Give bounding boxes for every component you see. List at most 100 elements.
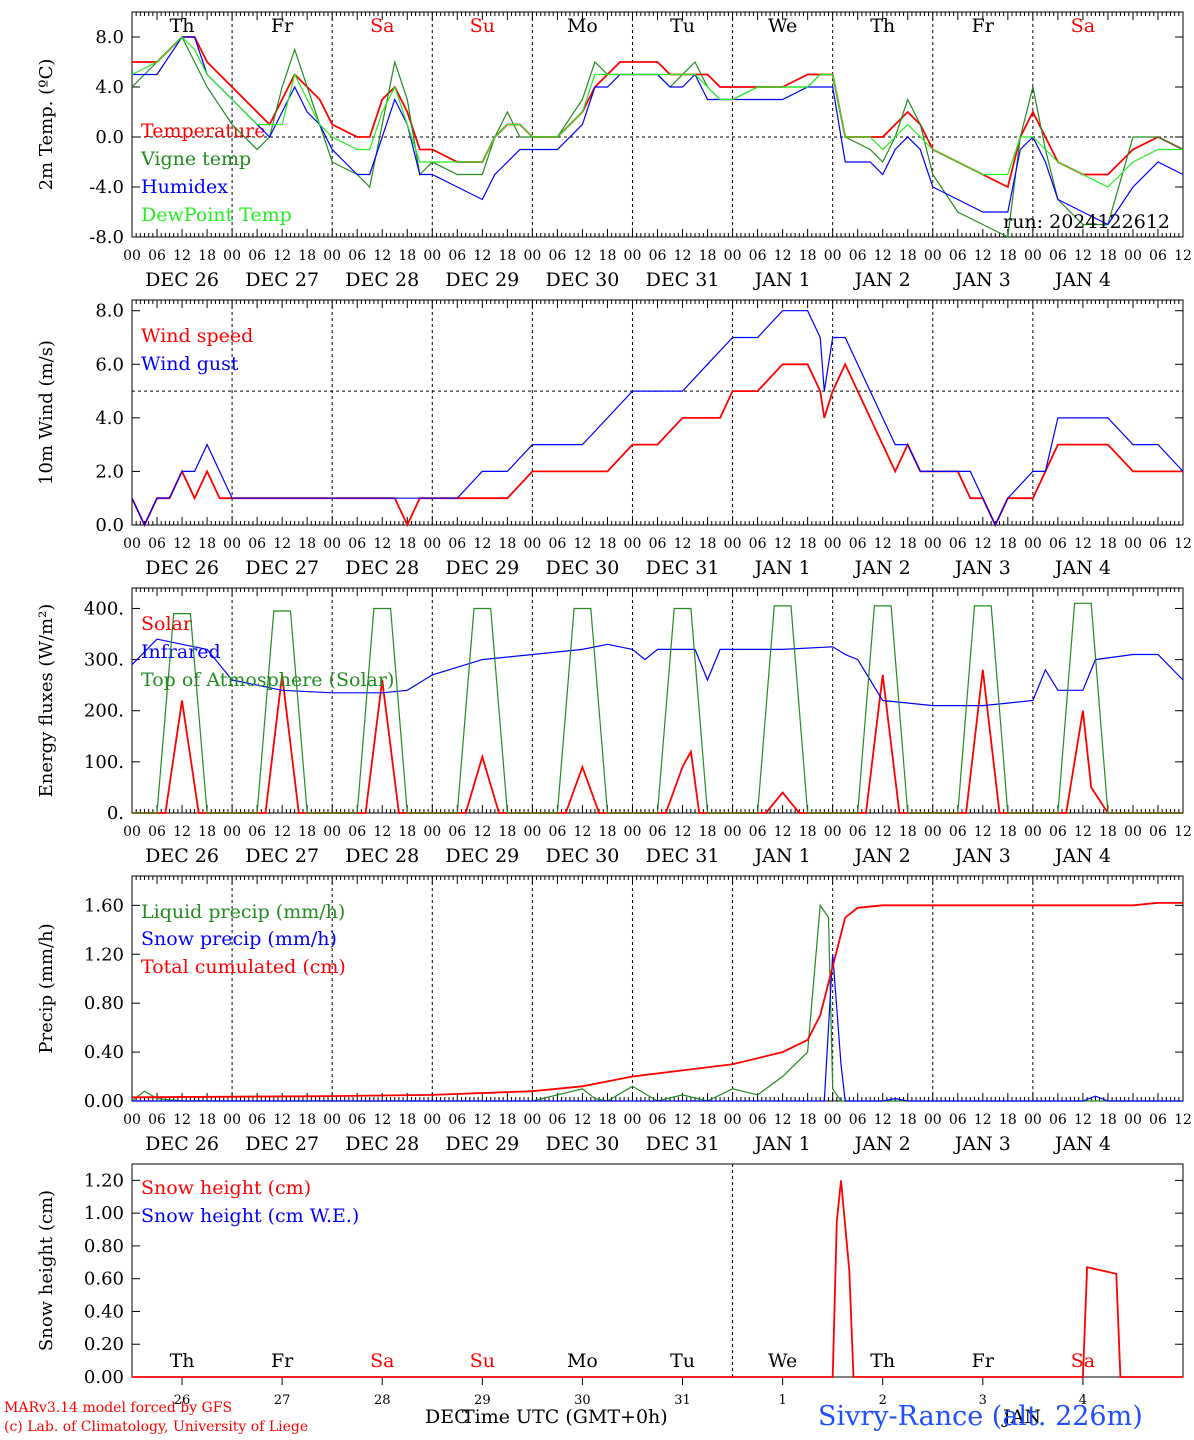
hour-tick-label: 06 (148, 1112, 166, 1128)
hour-tick-label: 12 (1074, 824, 1092, 840)
hour-tick-label: 18 (999, 824, 1017, 840)
hour-tick-label: 12 (674, 824, 692, 840)
y-axis-label: Energy fluxes (W/m²) (36, 604, 57, 798)
day-label: JAN 4 (1053, 269, 1111, 291)
hour-tick-label: 12 (574, 824, 592, 840)
hour-tick-label: 18 (198, 1112, 216, 1128)
day-label: DEC 29 (445, 1133, 519, 1155)
hour-tick-label: 12 (774, 536, 792, 552)
hour-tick-label: 18 (398, 248, 416, 264)
hour-tick-label: 00 (523, 1112, 541, 1128)
hour-tick-label: 00 (423, 824, 441, 840)
hour-tick-label: 06 (749, 248, 767, 264)
hour-tick-label: 06 (849, 1112, 867, 1128)
day-label: DEC 27 (245, 557, 319, 579)
hour-tick-label: 12 (173, 1112, 191, 1128)
hour-tick-label: 18 (699, 824, 717, 840)
y-tick-label: 4.0 (95, 77, 124, 98)
hour-tick-label: 06 (1149, 824, 1167, 840)
hour-tick-label: 06 (348, 1112, 366, 1128)
hour-tick-label: 12 (273, 536, 291, 552)
hour-tick-label: 06 (1149, 1112, 1167, 1128)
weekday-label: Fr (972, 15, 995, 37)
day-label: JAN 4 (1053, 845, 1111, 867)
hour-tick-label: 12 (974, 536, 992, 552)
y-tick-label: 1.60 (84, 895, 124, 916)
hour-tick-label: 00 (724, 1112, 742, 1128)
day-label: DEC 28 (345, 557, 419, 579)
hour-tick-label: 06 (248, 824, 266, 840)
legend-entry: Infrared (141, 641, 221, 663)
day-label: JAN 3 (953, 845, 1011, 867)
day-label: DEC 27 (245, 269, 319, 291)
series-line-red (131, 902, 1183, 1099)
weekday-label: Sa (370, 15, 394, 37)
hour-tick-label: 18 (799, 824, 817, 840)
jan-month-label: JAN (1003, 1406, 1041, 1428)
hour-tick-label: 00 (824, 824, 842, 840)
day-label: JAN 3 (953, 557, 1011, 579)
hour-tick-label: 18 (1099, 248, 1117, 264)
legend-entry: Vigne temp (140, 148, 251, 170)
y-tick-label: 300. (84, 650, 124, 671)
series-line-blue (132, 954, 1183, 1102)
hour-tick-label: 12 (1174, 1112, 1192, 1128)
y-tick-label: 0.80 (84, 1236, 124, 1257)
hour-tick-label: 06 (749, 1112, 767, 1128)
y-tick-label: 0.00 (84, 1367, 124, 1388)
weekday-label: We (768, 1350, 797, 1372)
y-tick-label: 0.40 (84, 1042, 124, 1063)
hour-tick-label: 12 (974, 1112, 992, 1128)
hour-tick-label: 12 (273, 1112, 291, 1128)
y-axis-label: 10m Wind (m/s) (36, 340, 57, 485)
hour-tick-label: 06 (649, 1112, 667, 1128)
hour-tick-label: 12 (574, 1112, 592, 1128)
hour-tick-label: 00 (1124, 1112, 1142, 1128)
hour-tick-label: 18 (498, 824, 516, 840)
day-label: DEC 29 (445, 845, 519, 867)
day-label: JAN 1 (753, 845, 811, 867)
hour-tick-label: 06 (548, 1112, 566, 1128)
series-line-blue (131, 638, 1184, 707)
day-label: JAN 4 (1053, 557, 1111, 579)
day-label: DEC 30 (545, 845, 619, 867)
hour-tick-label: 00 (724, 248, 742, 264)
panel-temp: -8.0 -4.0 0.0 4.0 8.0 2m Temp. (ºC) Temperatur… (36, 11, 1192, 291)
y-tick-label: 1.00 (84, 1203, 124, 1224)
hour-tick-label: 18 (699, 536, 717, 552)
hour-tick-label: 18 (599, 248, 617, 264)
panel-snow: 0.00 0.20 0.40 0.60 0.80 1.00 1.20 Snow height … (36, 1163, 1184, 1408)
day-label: DEC 31 (646, 1133, 720, 1155)
legend-entry: Snow height (cm W.E.) (141, 1205, 359, 1227)
weekday-label: Fr (972, 1350, 995, 1372)
hour-tick-label: 00 (223, 536, 241, 552)
hour-tick-label: 12 (1074, 248, 1092, 264)
hour-tick-label: 00 (123, 536, 141, 552)
hour-tick-label: 18 (498, 536, 516, 552)
hour-tick-label: 00 (624, 536, 642, 552)
day-label: JAN 2 (853, 1133, 911, 1155)
hour-tick-label: 18 (999, 1112, 1017, 1128)
hour-tick-label: 18 (298, 824, 316, 840)
hour-tick-label: 12 (1174, 824, 1192, 840)
hour-tick-label: 00 (1024, 824, 1042, 840)
hour-tick-label: 12 (874, 536, 892, 552)
hour-tick-label: 00 (323, 536, 341, 552)
hour-tick-label: 06 (548, 824, 566, 840)
hour-tick-label: 00 (323, 824, 341, 840)
hour-tick-label: 12 (273, 248, 291, 264)
day-number-label: 29 (474, 1393, 491, 1408)
hour-tick-label: 12 (373, 248, 391, 264)
hour-tick-label: 12 (874, 824, 892, 840)
day-number-label: 3 (979, 1393, 987, 1408)
hour-tick-label: 12 (874, 248, 892, 264)
legend-entry: Humidex (141, 176, 228, 198)
hour-tick-label: 06 (448, 248, 466, 264)
day-label: DEC 28 (345, 269, 419, 291)
hour-tick-label: 12 (273, 824, 291, 840)
legend-entry: Total cumulated (cm) (141, 956, 346, 978)
hour-tick-label: 12 (373, 824, 391, 840)
hour-tick-label: 06 (548, 248, 566, 264)
weekday-label: Sa (1071, 1350, 1095, 1372)
